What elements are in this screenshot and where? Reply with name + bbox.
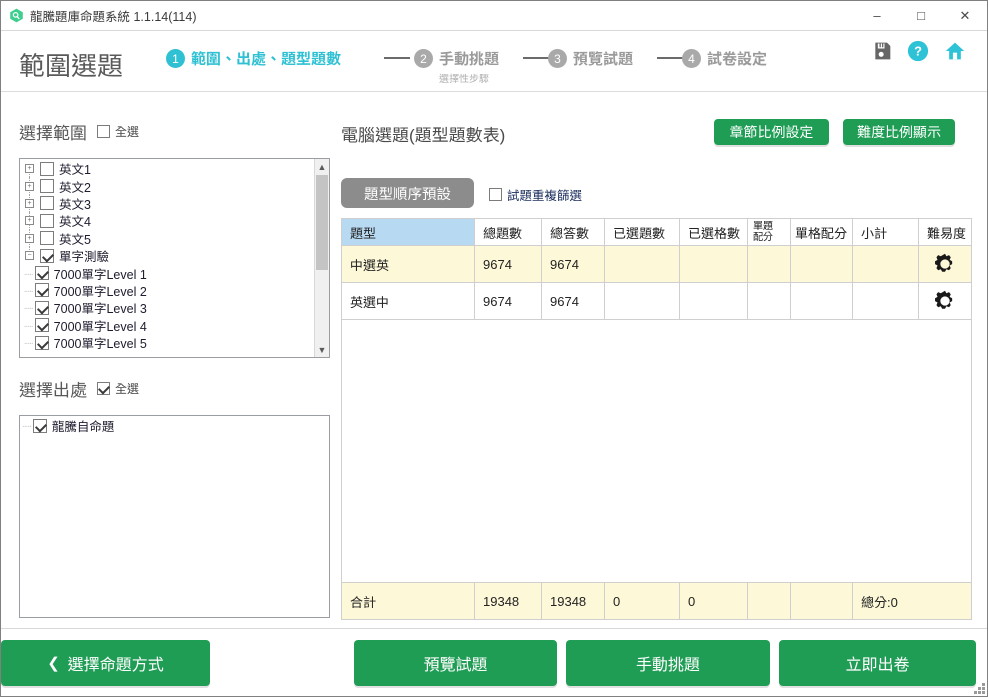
- svg-text:?: ?: [914, 44, 922, 59]
